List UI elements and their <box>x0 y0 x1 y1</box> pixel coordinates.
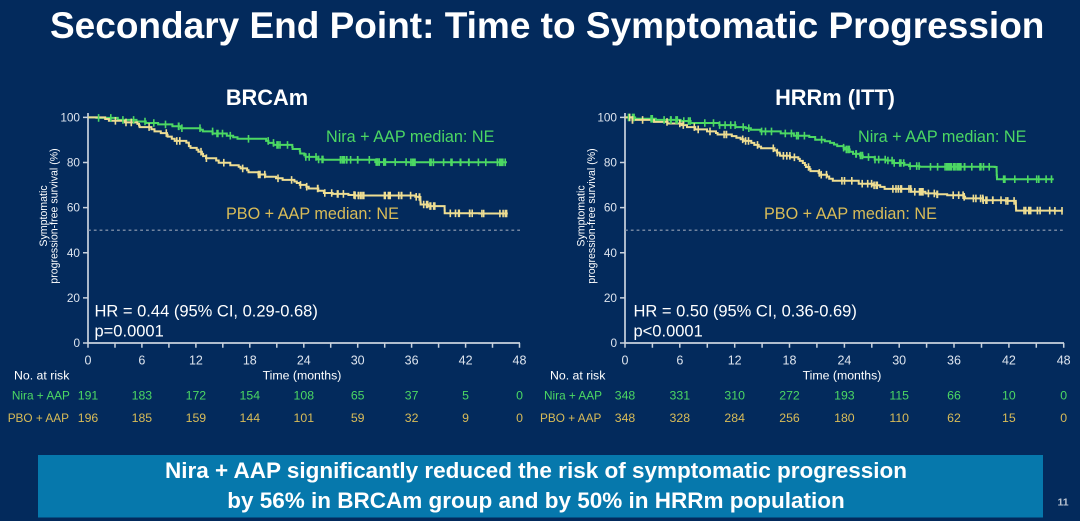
svg-text:183: 183 <box>132 389 153 403</box>
svg-text:24: 24 <box>837 353 851 367</box>
svg-text:0: 0 <box>85 353 92 367</box>
svg-text:80: 80 <box>67 156 81 170</box>
svg-text:Secondary End Point: Time to S: Secondary End Point: Time to Symptomatic… <box>50 5 1044 46</box>
svg-text:36: 36 <box>947 353 961 367</box>
svg-text:Nira + AAP: Nira + AAP <box>12 389 70 403</box>
svg-text:by 56% in BRCAm group and by 5: by 56% in BRCAm group and by 50% in HRRm… <box>227 488 845 513</box>
svg-text:42: 42 <box>1002 353 1016 367</box>
svg-text:12: 12 <box>728 353 742 367</box>
svg-text:32: 32 <box>405 411 419 425</box>
svg-text:40: 40 <box>604 246 618 260</box>
svg-text:193: 193 <box>834 389 855 403</box>
svg-text:42: 42 <box>459 353 473 367</box>
svg-text:110: 110 <box>889 411 909 425</box>
svg-text:Time (months): Time (months) <box>803 368 882 382</box>
svg-text:101: 101 <box>294 411 315 425</box>
svg-text:0: 0 <box>516 411 523 425</box>
svg-text:Time (months): Time (months) <box>263 368 342 382</box>
svg-text:60: 60 <box>67 201 81 215</box>
svg-text:180: 180 <box>834 411 855 425</box>
svg-text:PBO + AAP: PBO + AAP <box>8 411 69 425</box>
svg-text:HR = 0.44 (95% CI, 0.29-0.68): HR = 0.44 (95% CI, 0.29-0.68) <box>95 303 318 321</box>
svg-text:Nira + AAP median: NE: Nira + AAP median: NE <box>326 128 495 146</box>
svg-text:30: 30 <box>892 353 906 367</box>
svg-text:59: 59 <box>351 411 365 425</box>
svg-text:0: 0 <box>610 336 617 350</box>
svg-text:144: 144 <box>240 411 261 425</box>
svg-text:256: 256 <box>779 411 800 425</box>
svg-text:12: 12 <box>189 353 203 367</box>
svg-text:154: 154 <box>240 389 261 403</box>
svg-text:HRRm (ITT): HRRm (ITT) <box>775 85 895 110</box>
svg-text:No. at risk: No. at risk <box>550 368 606 382</box>
svg-text:100: 100 <box>60 110 80 124</box>
svg-text:6: 6 <box>138 353 145 367</box>
svg-text:0: 0 <box>1060 389 1067 403</box>
svg-text:Nira + AAP median: NE: Nira + AAP median: NE <box>858 128 1027 146</box>
svg-text:No. at risk: No. at risk <box>14 368 70 382</box>
svg-text:196: 196 <box>78 411 99 425</box>
svg-text:328: 328 <box>670 411 691 425</box>
svg-text:9: 9 <box>462 411 469 425</box>
svg-text:62: 62 <box>947 411 961 425</box>
svg-text:40: 40 <box>67 246 81 260</box>
svg-text:185: 185 <box>132 411 153 425</box>
svg-text:Nira + AAP: Nira + AAP <box>544 389 602 403</box>
svg-text:0: 0 <box>73 336 80 350</box>
svg-text:80: 80 <box>604 156 618 170</box>
svg-text:PBO + AAP median: NE: PBO + AAP median: NE <box>764 205 937 223</box>
svg-text:48: 48 <box>1057 353 1071 367</box>
svg-text:PBO + AAP median: NE: PBO + AAP median: NE <box>226 205 399 223</box>
svg-text:100: 100 <box>597 110 617 124</box>
svg-text:159: 159 <box>186 411 207 425</box>
svg-text:PBO + AAP: PBO + AAP <box>540 411 601 425</box>
svg-text:BRCAm: BRCAm <box>226 85 308 110</box>
svg-text:p<0.0001: p<0.0001 <box>634 323 703 341</box>
svg-text:11: 11 <box>1057 497 1068 509</box>
svg-text:0: 0 <box>622 353 629 367</box>
svg-text:348: 348 <box>615 389 636 403</box>
svg-text:115: 115 <box>889 389 909 403</box>
svg-text:48: 48 <box>513 353 527 367</box>
svg-text:172: 172 <box>186 389 207 403</box>
svg-text:65: 65 <box>351 389 365 403</box>
svg-text:18: 18 <box>243 353 257 367</box>
svg-text:Nira + AAP significantly reduc: Nira + AAP significantly reduced the ris… <box>165 458 907 483</box>
svg-text:20: 20 <box>67 291 81 305</box>
svg-text:Symptomaticprogression-free su: Symptomaticprogression-free survival (%) <box>575 148 598 283</box>
svg-text:24: 24 <box>297 353 311 367</box>
svg-text:60: 60 <box>604 201 618 215</box>
svg-text:18: 18 <box>783 353 797 367</box>
svg-text:HR = 0.50 (95% CI, 0.36-0.69): HR = 0.50 (95% CI, 0.36-0.69) <box>634 303 857 321</box>
svg-text:108: 108 <box>294 389 315 403</box>
svg-text:5: 5 <box>462 389 469 403</box>
svg-text:37: 37 <box>405 389 419 403</box>
svg-text:20: 20 <box>604 291 618 305</box>
svg-text:191: 191 <box>78 389 99 403</box>
svg-text:284: 284 <box>724 411 745 425</box>
svg-text:66: 66 <box>947 389 961 403</box>
svg-text:0: 0 <box>516 389 523 403</box>
svg-text:30: 30 <box>351 353 365 367</box>
svg-text:6: 6 <box>676 353 683 367</box>
svg-text:272: 272 <box>779 389 800 403</box>
svg-text:36: 36 <box>405 353 419 367</box>
svg-text:310: 310 <box>724 389 745 403</box>
svg-text:10: 10 <box>1002 389 1016 403</box>
svg-text:0: 0 <box>1060 411 1067 425</box>
svg-text:348: 348 <box>615 411 636 425</box>
svg-text:15: 15 <box>1002 411 1016 425</box>
svg-text:331: 331 <box>670 389 691 403</box>
svg-text:Symptomaticprogression-free su: Symptomaticprogression-free survival (%) <box>38 148 61 283</box>
svg-text:p=0.0001: p=0.0001 <box>95 323 164 341</box>
